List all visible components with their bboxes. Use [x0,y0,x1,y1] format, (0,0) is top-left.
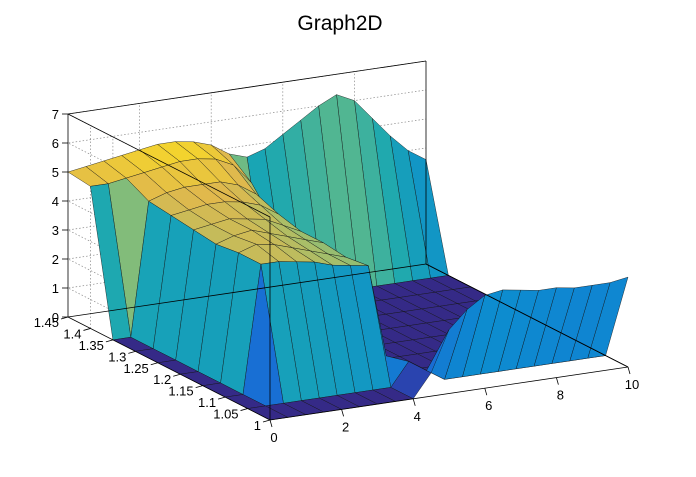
x-tick-label: 10 [625,377,639,392]
box-edge [67,60,427,115]
y-tick [195,385,203,389]
y-tick [105,339,113,343]
z-tick-label: 4 [52,194,59,209]
y-tick-label: 1.35 [79,338,104,353]
y-tick [150,362,158,366]
y-tick [83,328,91,331]
z-tick-label: 6 [52,136,59,151]
x-tick-label: 2 [342,419,349,434]
y-tick [240,408,248,411]
x-tick-label: 4 [414,409,421,424]
x-tick [341,409,344,417]
z-tick-label: 3 [52,223,59,238]
y-tick [128,350,136,354]
x-tick-label: 0 [270,430,277,445]
z-tick-label: 5 [52,165,59,180]
y-tick-label: 1.4 [63,326,81,341]
axes-frame [67,60,629,421]
axis-ticks: 024681011.051.11.151.21.251.31.351.41.45… [34,107,640,445]
box-edge [67,316,271,421]
y-tick-label: 1.3 [108,349,126,364]
x-tick [269,419,273,428]
z-tick-label: 2 [52,252,59,267]
z-tick-label: 1 [52,281,59,296]
y-tick-label: 1.45 [34,315,59,330]
y-tick [262,419,271,423]
x-tick-label: 6 [485,398,492,413]
box-edge [269,366,629,421]
y-tick-label: 1.05 [213,407,238,422]
chart-title: Graph2D [297,12,382,35]
y-tick-label: 1 [254,418,261,433]
x-tick [484,388,488,396]
x-tick-label: 8 [557,388,564,403]
y-tick-label: 1.2 [153,372,171,387]
y-tick [218,396,226,400]
x-tick [556,377,559,385]
y-tick-label: 1.25 [123,361,148,376]
y-tick-label: 1.15 [168,384,193,399]
x-tick [627,366,631,375]
box-edge [425,263,629,368]
z-tick-label: 7 [52,107,59,122]
y-tick-label: 1.1 [198,395,216,410]
surface-mesh [67,94,629,421]
z-tick-label: 0 [52,310,59,325]
box-edge [67,113,271,218]
box-edge [67,263,427,318]
x-tick [412,398,416,406]
y-tick [173,373,181,377]
